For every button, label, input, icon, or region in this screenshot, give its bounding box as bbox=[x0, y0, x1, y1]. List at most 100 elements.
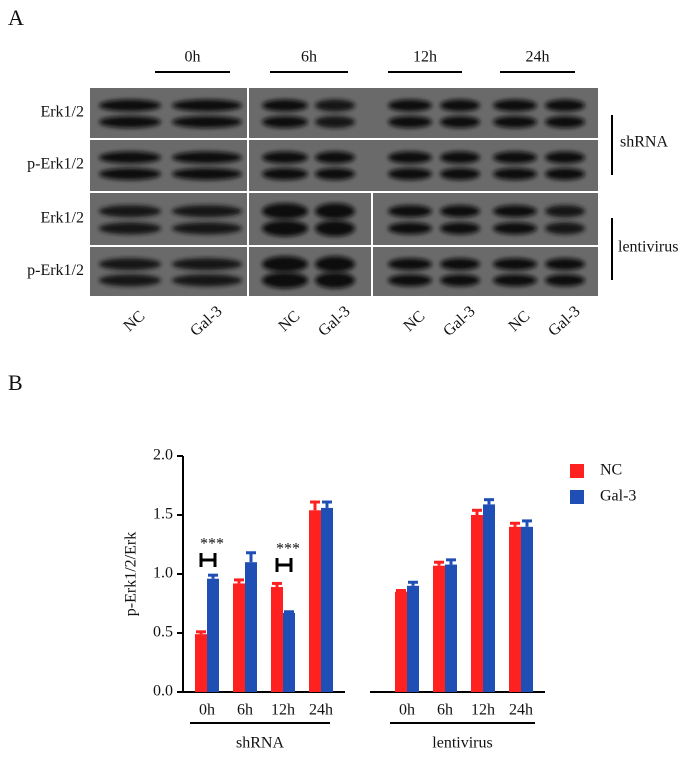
band bbox=[315, 272, 355, 289]
y-tick-label: 0.0 bbox=[153, 683, 173, 700]
bar bbox=[407, 585, 419, 692]
x-tick-label: 12h bbox=[271, 702, 295, 719]
band bbox=[172, 205, 242, 218]
legend-label: Gal-3 bbox=[600, 488, 636, 505]
western-blot bbox=[90, 88, 598, 296]
band bbox=[99, 116, 161, 128]
x-tick-label: 6h bbox=[437, 702, 453, 719]
x-tick-label: 12h bbox=[471, 702, 495, 719]
x-tick-label: 24h bbox=[509, 702, 533, 719]
band bbox=[545, 116, 585, 128]
legend-swatch bbox=[570, 464, 584, 478]
row-separator bbox=[90, 138, 598, 140]
x-tick-label: 6h bbox=[237, 702, 253, 719]
band bbox=[315, 116, 355, 128]
lane-label: NC bbox=[505, 308, 533, 336]
band bbox=[388, 274, 432, 287]
significance-label: *** bbox=[200, 536, 224, 553]
bar bbox=[271, 586, 283, 692]
lane-separator bbox=[247, 88, 249, 296]
band bbox=[315, 99, 355, 112]
band bbox=[315, 151, 355, 164]
band bbox=[440, 222, 480, 235]
band bbox=[99, 222, 161, 235]
bar bbox=[245, 562, 257, 692]
band bbox=[440, 168, 480, 180]
legend-swatch bbox=[570, 490, 584, 504]
band bbox=[440, 151, 480, 164]
row-separator bbox=[90, 245, 598, 247]
band bbox=[99, 151, 161, 164]
lane-label: Gal-3 bbox=[187, 303, 225, 340]
band bbox=[545, 274, 585, 287]
y-tick-label: 1.0 bbox=[153, 565, 173, 582]
y-tick-label: 2.0 bbox=[153, 447, 173, 464]
row-label: Erk1/2 bbox=[40, 104, 84, 121]
band bbox=[172, 258, 242, 271]
lane-label: NC bbox=[275, 308, 303, 336]
legend-label: NC bbox=[600, 462, 622, 479]
group-label: lentivirus bbox=[618, 239, 678, 256]
timepoint-label: 0h bbox=[185, 49, 201, 66]
x-tick-label: 0h bbox=[199, 702, 215, 719]
band bbox=[493, 274, 537, 287]
band bbox=[172, 222, 242, 235]
band bbox=[545, 258, 585, 271]
band bbox=[388, 222, 432, 235]
bar bbox=[445, 564, 457, 692]
bar bbox=[395, 591, 407, 692]
band bbox=[493, 222, 537, 235]
row-label: Erk1/2 bbox=[40, 210, 84, 227]
band bbox=[172, 99, 242, 112]
band bbox=[315, 220, 355, 237]
y-tick-label: 1.5 bbox=[153, 506, 173, 523]
band bbox=[493, 116, 537, 128]
band bbox=[545, 99, 585, 112]
band bbox=[388, 151, 432, 164]
group-label: shRNA bbox=[620, 134, 668, 151]
bar bbox=[207, 578, 219, 692]
band bbox=[172, 116, 242, 128]
band bbox=[388, 99, 432, 112]
bar bbox=[471, 515, 483, 692]
bar bbox=[521, 526, 533, 692]
band bbox=[262, 220, 308, 237]
band bbox=[440, 258, 480, 271]
panel-label: A bbox=[8, 5, 24, 30]
band bbox=[388, 168, 432, 180]
band bbox=[493, 205, 537, 218]
lane-label: Gal-3 bbox=[440, 303, 478, 340]
band bbox=[172, 151, 242, 164]
bar bbox=[509, 526, 521, 692]
band bbox=[545, 222, 585, 235]
band bbox=[388, 205, 432, 218]
bar bbox=[283, 612, 295, 692]
row-label: p-Erk1/2 bbox=[27, 156, 84, 173]
band bbox=[262, 272, 308, 289]
x-tick-label: 24h bbox=[309, 702, 333, 719]
band bbox=[172, 274, 242, 287]
bar bbox=[233, 583, 245, 692]
band bbox=[172, 168, 242, 180]
band bbox=[440, 205, 480, 218]
group-label: lentivirus bbox=[432, 735, 492, 752]
timepoint-label: 12h bbox=[413, 49, 437, 66]
band bbox=[388, 116, 432, 128]
band bbox=[545, 168, 585, 180]
lane-label: NC bbox=[120, 308, 148, 336]
band bbox=[262, 151, 308, 164]
band bbox=[493, 151, 537, 164]
group-label: shRNA bbox=[236, 735, 284, 752]
lane-separator bbox=[371, 193, 373, 296]
band bbox=[99, 274, 161, 287]
band bbox=[262, 99, 308, 112]
row-separator bbox=[90, 191, 598, 193]
band bbox=[493, 99, 537, 112]
band bbox=[99, 205, 161, 218]
band bbox=[99, 168, 161, 180]
band bbox=[262, 168, 308, 180]
band bbox=[262, 203, 308, 220]
y-axis-label: p-Erk1/2/Erk bbox=[123, 532, 140, 616]
lane-label: NC bbox=[400, 308, 428, 336]
